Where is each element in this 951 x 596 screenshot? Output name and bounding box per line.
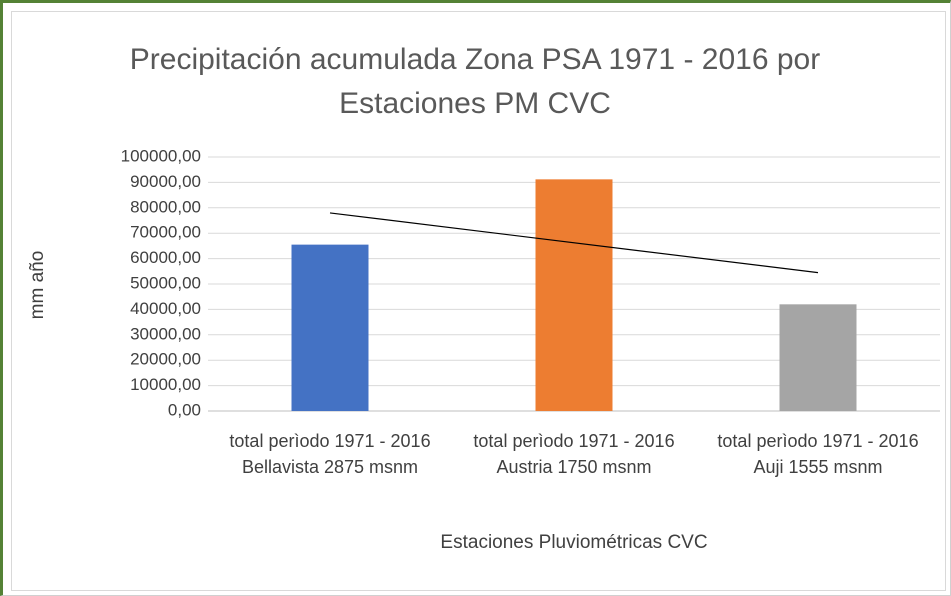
y-tick-label: 70000,00 <box>130 223 201 242</box>
y-tick-label: 80000,00 <box>130 197 201 216</box>
y-tick-label: 20000,00 <box>130 350 201 369</box>
chart-title: Precipitación acumulada Zona PSA 1971 - … <box>129 43 821 120</box>
bar <box>535 179 613 411</box>
y-tick-label: 90000,00 <box>130 172 201 191</box>
y-tick-label: 10000,00 <box>130 375 201 394</box>
chart-area <box>11 11 946 591</box>
y-tick-label: 30000,00 <box>130 324 201 343</box>
x-tick-label: total perìodo 1971 - 2016 Auji 1555 msnm <box>717 431 919 477</box>
y-axis-title: mm año <box>27 251 48 320</box>
trendline <box>329 212 819 274</box>
y-tick-label: 0,00 <box>168 400 201 419</box>
y-tick-label: 100000,00 <box>121 146 201 165</box>
x-tick-label: total perìodo 1971 - 2016 Austria 1750 m… <box>473 431 675 477</box>
bar <box>779 304 857 411</box>
y-tick-label: 60000,00 <box>130 248 201 267</box>
y-tick-label: 40000,00 <box>130 299 201 318</box>
x-axis-title: Estaciones Pluviométricas CVC <box>440 532 708 553</box>
x-tick-label: total perìodo 1971 - 2016 Bellavista 287… <box>229 431 431 477</box>
bar <box>291 244 369 411</box>
y-tick-label: 50000,00 <box>130 273 201 292</box>
